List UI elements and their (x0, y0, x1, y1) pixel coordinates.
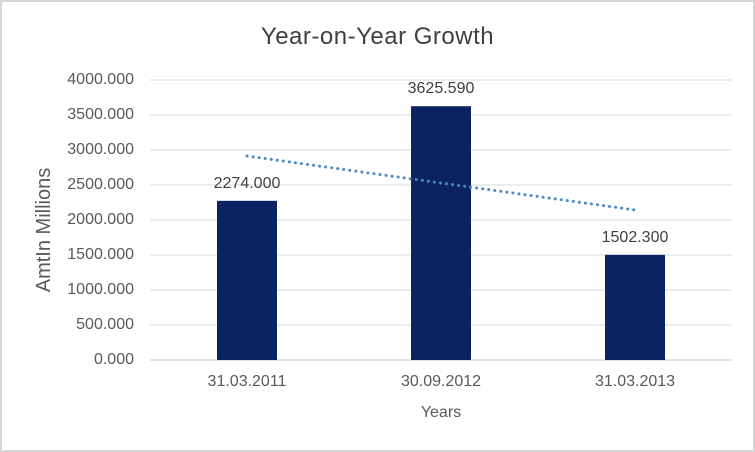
y-tick-label: 3500.000 (67, 106, 134, 123)
x-tick-label: 31.03.2011 (207, 373, 287, 390)
y-tick-label: 2500.000 (67, 176, 134, 193)
y-tick-label: 1000.000 (67, 281, 134, 298)
bar-30.09.2012 (411, 106, 471, 360)
y-tick-label: 2000.000 (67, 211, 134, 228)
bar-31.03.2011 (217, 200, 277, 360)
data-label: 1502.300 (601, 228, 669, 246)
chart-title: Year-on-Year Growth (260, 23, 495, 50)
data-label: 3625.590 (407, 80, 475, 98)
bar-31.03.2013 (605, 254, 665, 360)
x-tick-label: 31.03.2013 (594, 373, 676, 390)
y-tick-label: 1500.000 (67, 246, 134, 263)
trendline (245, 154, 637, 212)
data-label: 2274.000 (213, 174, 281, 192)
x-axis-title: Years (420, 404, 462, 421)
y-tick-label: 500.000 (76, 316, 134, 333)
y-tick-label: 0.000 (93, 351, 134, 368)
y-tick-label: 4000.000 (67, 71, 134, 88)
y-tick-label: 3000.000 (67, 141, 134, 158)
x-tick-label: 30.09.2012 (400, 373, 482, 390)
